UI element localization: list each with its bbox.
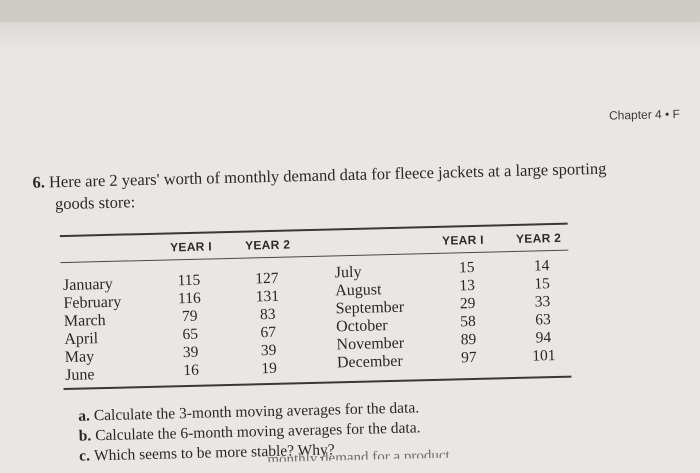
left-year2-column: 127 131 83 67 39 19 (247, 270, 290, 379)
table-header-rule (60, 249, 569, 264)
table-cell: 13 (459, 276, 476, 295)
table-cell: December (336, 352, 403, 372)
table-cell: 29 (459, 294, 476, 313)
table-cell: February (63, 293, 122, 313)
table-cell: September (335, 298, 405, 318)
table-cell: October (335, 317, 388, 336)
table-cell: June (65, 366, 95, 384)
right-header-year2: YEAR 2 (515, 230, 562, 246)
right-header-year1: YEAR I (441, 232, 485, 248)
table-cell: 83 (259, 305, 276, 324)
question-label: a. (78, 407, 91, 425)
table-cell: 97 (460, 348, 477, 367)
question-label: c. (78, 447, 91, 465)
page-edge-gradient (0, 22, 700, 52)
left-year1-column: 115 116 79 65 39 16 (169, 271, 212, 380)
left-header-year1: YEAR I (169, 239, 213, 255)
table-cell: 127 (255, 269, 279, 288)
table-cell: April (64, 330, 99, 349)
table-cell: 39 (260, 341, 277, 360)
table-cell: 15 (534, 275, 551, 293)
table-cell: May (64, 348, 95, 367)
right-year2-column: 14 15 33 63 94 101 (519, 257, 566, 366)
table-top-rule (59, 222, 568, 238)
problem-number: 6. (32, 172, 46, 192)
table-cell: 14 (533, 257, 550, 275)
table-cell: 33 (534, 293, 551, 311)
table-cell: 15 (458, 258, 475, 277)
table-cell: 79 (181, 307, 198, 326)
right-month-column: July August September October November D… (335, 263, 406, 373)
table-cell: 94 (535, 329, 552, 347)
table-cell: 39 (182, 343, 199, 362)
table-bottom-rule (63, 375, 572, 391)
table-cell: 63 (535, 311, 551, 329)
table-cell: 16 (183, 361, 200, 380)
table-cell: 65 (182, 325, 199, 344)
table-cell: 67 (260, 323, 277, 342)
right-year1-column: 15 13 29 58 89 97 (447, 259, 490, 368)
question-label: b. (78, 427, 92, 445)
table-cell: 89 (460, 330, 477, 349)
page-top-shadow (0, 0, 700, 22)
table-cell: 19 (261, 359, 278, 378)
table-cell: 116 (177, 289, 201, 308)
table-cell: July (334, 263, 362, 282)
running-head: Chapter 4 • F (608, 106, 681, 123)
table-cell: August (335, 281, 382, 300)
left-header-year2: YEAR 2 (244, 237, 291, 253)
table-cell: March (63, 311, 106, 331)
table-cell: November (336, 334, 405, 354)
problem-statement: 6. Here are 2 years' worth of monthly de… (32, 156, 693, 216)
table-cell: January (62, 275, 113, 295)
left-month-column: January February March April May June (63, 276, 123, 385)
table-cell: 58 (460, 312, 476, 331)
table-cell: 115 (177, 271, 201, 290)
table-cell: 131 (255, 287, 280, 306)
table-cell: 101 (532, 347, 556, 365)
